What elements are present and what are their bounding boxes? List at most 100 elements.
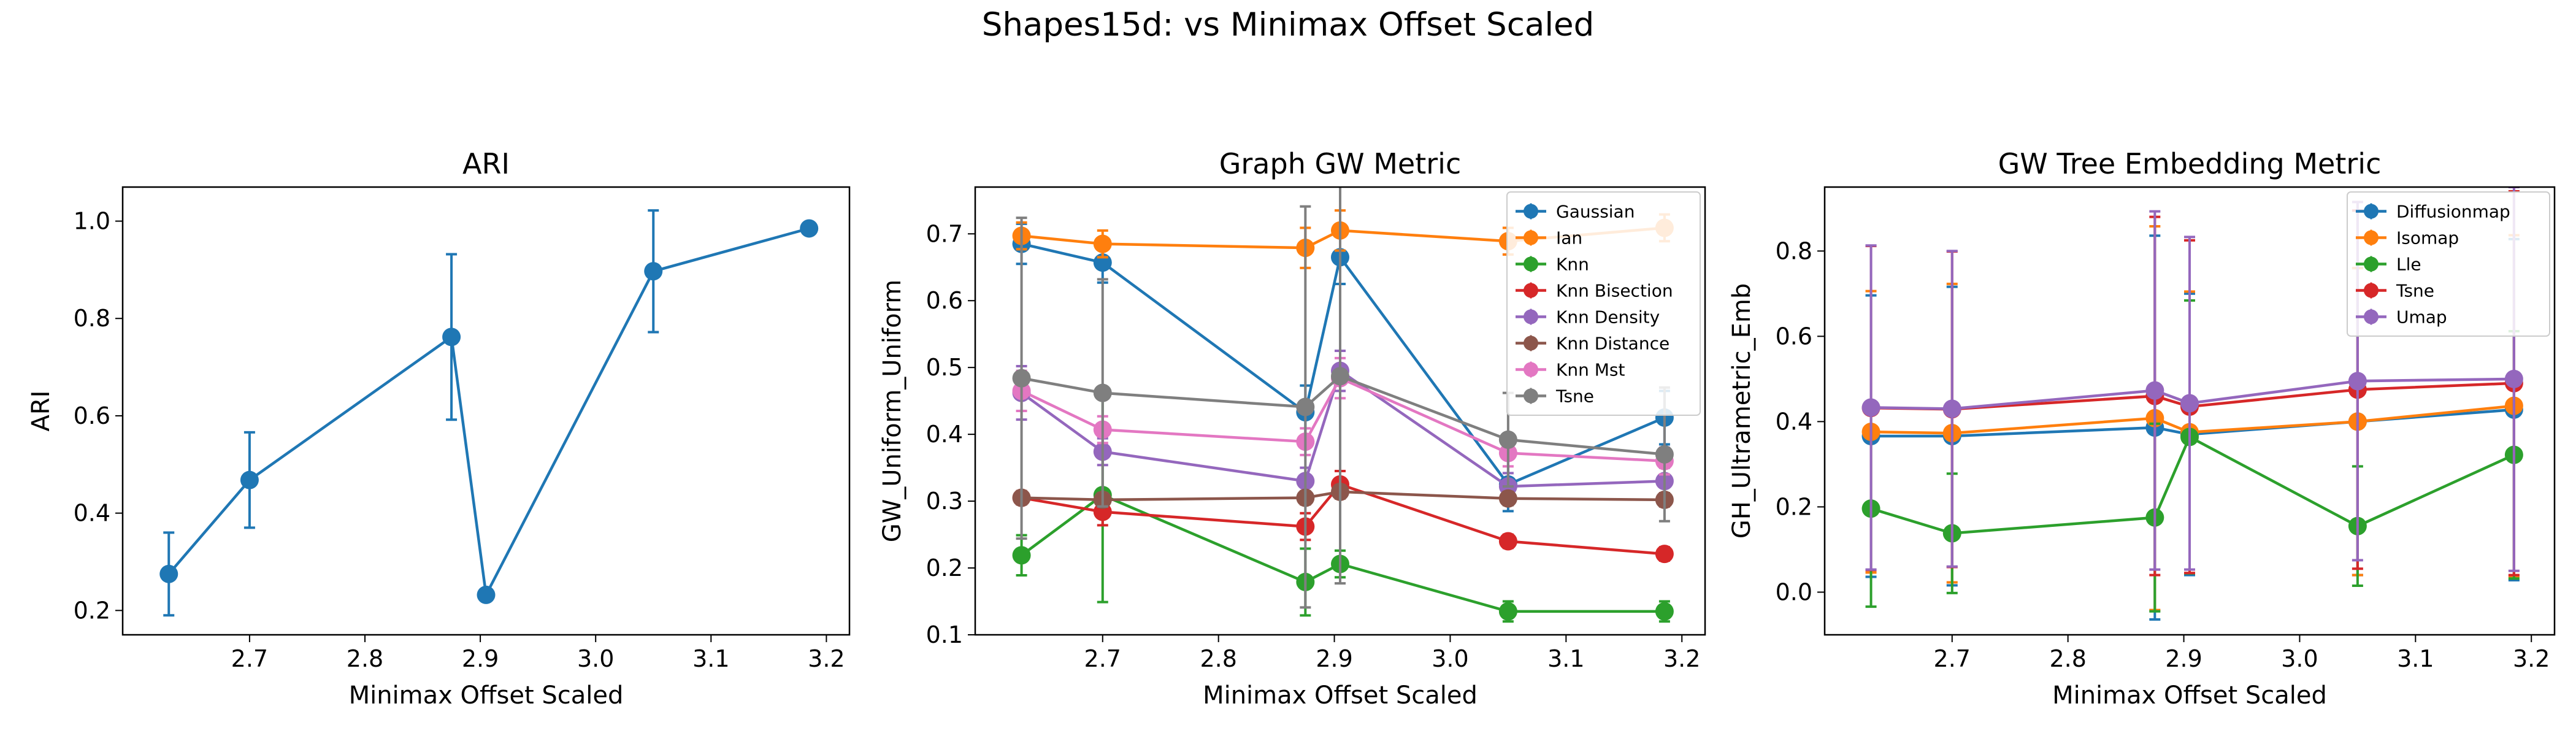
plot-area: [159, 209, 819, 617]
legend-item: Knn: [1516, 255, 1589, 275]
legend-label: Tsne: [1555, 386, 1594, 407]
legend-item: Knn Distance: [1516, 334, 1669, 354]
x-tick-label: 3.0: [1432, 645, 1468, 672]
x-tick-label: 2.7: [1084, 645, 1121, 672]
x-tick-label: 2.8: [1200, 645, 1236, 672]
x-tick-label: 3.2: [2513, 645, 2550, 672]
y-tick-label: 0.3: [926, 488, 963, 515]
legend-swatch-marker: [1524, 362, 1538, 377]
y-tick-label: 0.1: [926, 621, 963, 648]
data-point: [1655, 545, 1674, 564]
y-tick-label: 0.4: [74, 500, 110, 527]
panel-title: GW Tree Embedding Metric: [1998, 147, 2382, 180]
legend-item: Knn Density: [1516, 307, 1660, 328]
legend-swatch-marker: [1524, 230, 1538, 245]
y-tick-label: 0.0: [1776, 578, 1812, 605]
y-tick-label: 0.2: [1776, 493, 1812, 520]
x-tick-label: 2.7: [1934, 645, 1971, 672]
legend-label: Knn Distance: [1556, 334, 1669, 354]
series-line: [1021, 483, 1665, 556]
legend-swatch-marker: [2364, 283, 2379, 298]
legend: Gaussian Ian Knn Knn Bisection Knn Density Kn…: [1506, 191, 1701, 416]
x-tick-label: 3.1: [692, 645, 729, 672]
x-tick-label: 2.9: [462, 645, 499, 672]
x-tick-label: 3.2: [1663, 645, 1700, 672]
series-lle: [1861, 299, 2523, 613]
y-tick-label: 0.8: [1776, 237, 1812, 264]
data-point: [1498, 532, 1517, 551]
x-tick-label: 2.9: [2165, 645, 2202, 672]
y-tick-label: 0.2: [74, 597, 110, 624]
plot-frame: [974, 186, 1706, 636]
y-tick-label: 0.4: [926, 421, 963, 448]
data-point: [644, 262, 663, 281]
legend-swatch-marker: [1524, 204, 1538, 219]
data-point: [442, 328, 461, 347]
data-point: [1942, 399, 1961, 418]
y-tick-label: 0.7: [926, 220, 963, 247]
legend-item: Diffusionmap: [2356, 202, 2510, 222]
data-point: [2145, 381, 2164, 400]
x-tick-label: 3.1: [2397, 645, 2434, 672]
data-point: [159, 564, 178, 583]
data-point: [1331, 367, 1349, 386]
legend-swatch-marker: [2364, 230, 2379, 245]
plot-frame: [1823, 186, 2556, 636]
y-axis-label: GW_Uniform_Uniform: [878, 280, 907, 543]
legend-label: Ian: [1556, 228, 1582, 248]
legend-item: Isomap: [2356, 228, 2459, 248]
legend-swatch-marker: [1524, 309, 1538, 324]
legend-item: Ian: [1516, 228, 1582, 248]
data-point: [1498, 430, 1517, 449]
data-point: [1012, 546, 1031, 565]
x-tick-label: 3.1: [1547, 645, 1584, 672]
data-point: [1296, 397, 1315, 416]
figure-title: Shapes15d: vs Minimax Offset Scaled: [981, 6, 1595, 44]
y-tick-label: 0.4: [1776, 408, 1812, 435]
x-tick-label: 2.8: [347, 645, 383, 672]
y-tick-label: 0.6: [74, 402, 110, 429]
y-tick-label: 0.6: [1776, 323, 1812, 350]
series-line: [1021, 242, 1665, 486]
data-point: [2504, 369, 2523, 388]
series-line: [1021, 374, 1665, 456]
data-point: [1655, 602, 1674, 621]
legend-item: Knn Mst: [1516, 360, 1625, 380]
legend: Diffusionmap Isomap Lle Tsne Umap: [2347, 191, 2550, 337]
data-point: [2180, 394, 2199, 413]
legend-label: Knn Density: [1556, 307, 1660, 328]
data-point: [800, 219, 819, 238]
x-axis-label: Minimax Offset Scaled: [349, 681, 624, 710]
series-tsne: [1012, 187, 1674, 609]
data-point: [1093, 383, 1112, 402]
y-tick-label: 1.0: [74, 208, 110, 235]
y-axis-label: GH_Ultrametric_Emb: [1728, 283, 1756, 539]
legend-item: Umap: [2356, 307, 2447, 328]
series-line: [1871, 377, 2514, 410]
legend-box: [2347, 191, 2550, 337]
x-axis-label: Minimax Offset Scaled: [2052, 681, 2327, 710]
series-line: [1021, 493, 1665, 613]
legend-label: Gaussian: [1556, 202, 1635, 222]
y-tick-label: 0.2: [926, 554, 963, 581]
legend-label: Knn Bisection: [1556, 281, 1673, 301]
series-knn: [1012, 386, 1674, 623]
x-axis-label: Minimax Offset Scaled: [1203, 681, 1478, 710]
y-tick-label: 0.5: [926, 354, 963, 381]
x-tick-label: 2.7: [231, 645, 268, 672]
x-tick-label: 2.8: [2049, 645, 2086, 672]
legend-label: Lle: [2396, 255, 2421, 275]
legend-item: Gaussian: [1516, 202, 1635, 222]
x-tick-label: 3.0: [577, 645, 614, 672]
data-point: [1861, 398, 1880, 417]
panel-title: ARI: [462, 147, 510, 180]
legend-swatch-marker: [1524, 388, 1538, 404]
series-line: [1870, 435, 2515, 535]
legend-label: Knn: [1556, 255, 1589, 275]
legend-label: Tsne: [2396, 281, 2434, 301]
legend-item: Knn Bisection: [1516, 281, 1673, 301]
series-line: [1871, 404, 2515, 435]
